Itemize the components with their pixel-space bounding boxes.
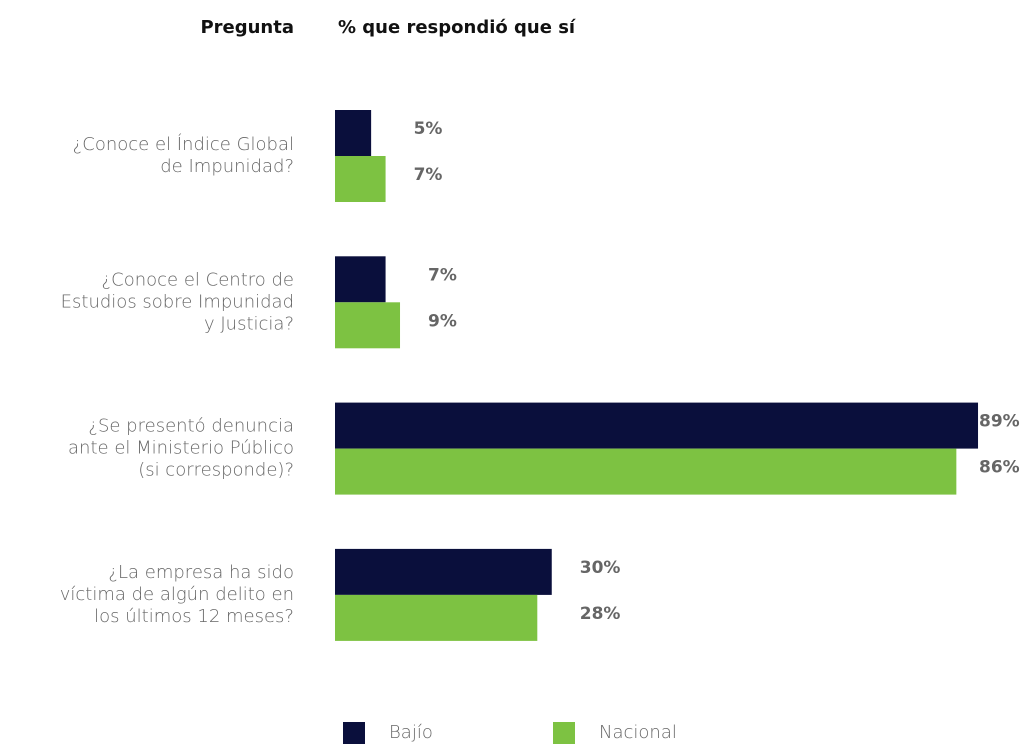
value-label: 5%: [414, 119, 443, 139]
category-label: ¿Se presentó denuncia: [88, 416, 294, 437]
category-label: los últimos 12 meses?: [94, 606, 294, 627]
legend-label: Bajío: [389, 722, 433, 743]
bar: [335, 302, 401, 349]
legend-swatch: [553, 722, 575, 744]
value-label: 7%: [428, 265, 457, 285]
column-header: % que respondió que sí: [338, 17, 576, 38]
bar: [335, 548, 552, 595]
column-header: Pregunta: [200, 17, 294, 38]
bar: [335, 448, 957, 495]
bar: [335, 402, 979, 449]
value-label: 30%: [580, 558, 621, 578]
category-label: de Impunidad?: [160, 156, 294, 177]
bar: [335, 256, 386, 303]
category-label: ¿La empresa ha sido: [108, 562, 294, 583]
bar: [335, 156, 386, 202]
value-label: 28%: [580, 604, 621, 624]
category-label: (si corresponde)?: [138, 460, 294, 481]
bar: [335, 594, 538, 641]
value-label: 89%: [979, 412, 1020, 432]
value-label: 86%: [979, 458, 1020, 478]
category-label: ¿Conoce el Índice Global: [73, 133, 294, 155]
category-label: víctima de algún delito en: [60, 584, 294, 605]
category-label: ante el Ministerio Público: [68, 438, 294, 459]
legend-swatch: [343, 722, 365, 744]
bar: [335, 110, 372, 156]
category-label: Estudios sobre Impunidad: [61, 291, 294, 312]
legend-label: Nacional: [599, 722, 677, 743]
category-label: y Justicia?: [204, 313, 294, 334]
value-label: 7%: [414, 165, 443, 185]
category-label: ¿Conoce el Centro de: [102, 269, 295, 290]
value-label: 9%: [428, 311, 457, 331]
